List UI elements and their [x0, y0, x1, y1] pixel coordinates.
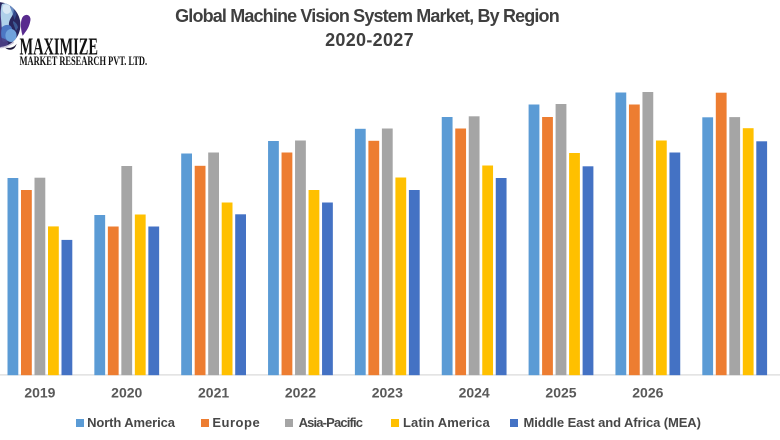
- svg-text:2024: 2024: [459, 385, 490, 401]
- svg-text:MAXIMIZE: MAXIMIZE: [20, 33, 99, 60]
- svg-text:2019: 2019: [24, 385, 55, 401]
- svg-text:MARKET RESEARCH PVT. LTD.: MARKET RESEARCH PVT. LTD.: [20, 53, 148, 68]
- svg-text:2023: 2023: [372, 385, 403, 401]
- svg-text:2025: 2025: [545, 385, 576, 401]
- svg-text:2021: 2021: [198, 385, 229, 401]
- svg-text:2020: 2020: [111, 385, 142, 401]
- svg-text:2026: 2026: [632, 385, 663, 401]
- svg-text:2022: 2022: [285, 385, 316, 401]
